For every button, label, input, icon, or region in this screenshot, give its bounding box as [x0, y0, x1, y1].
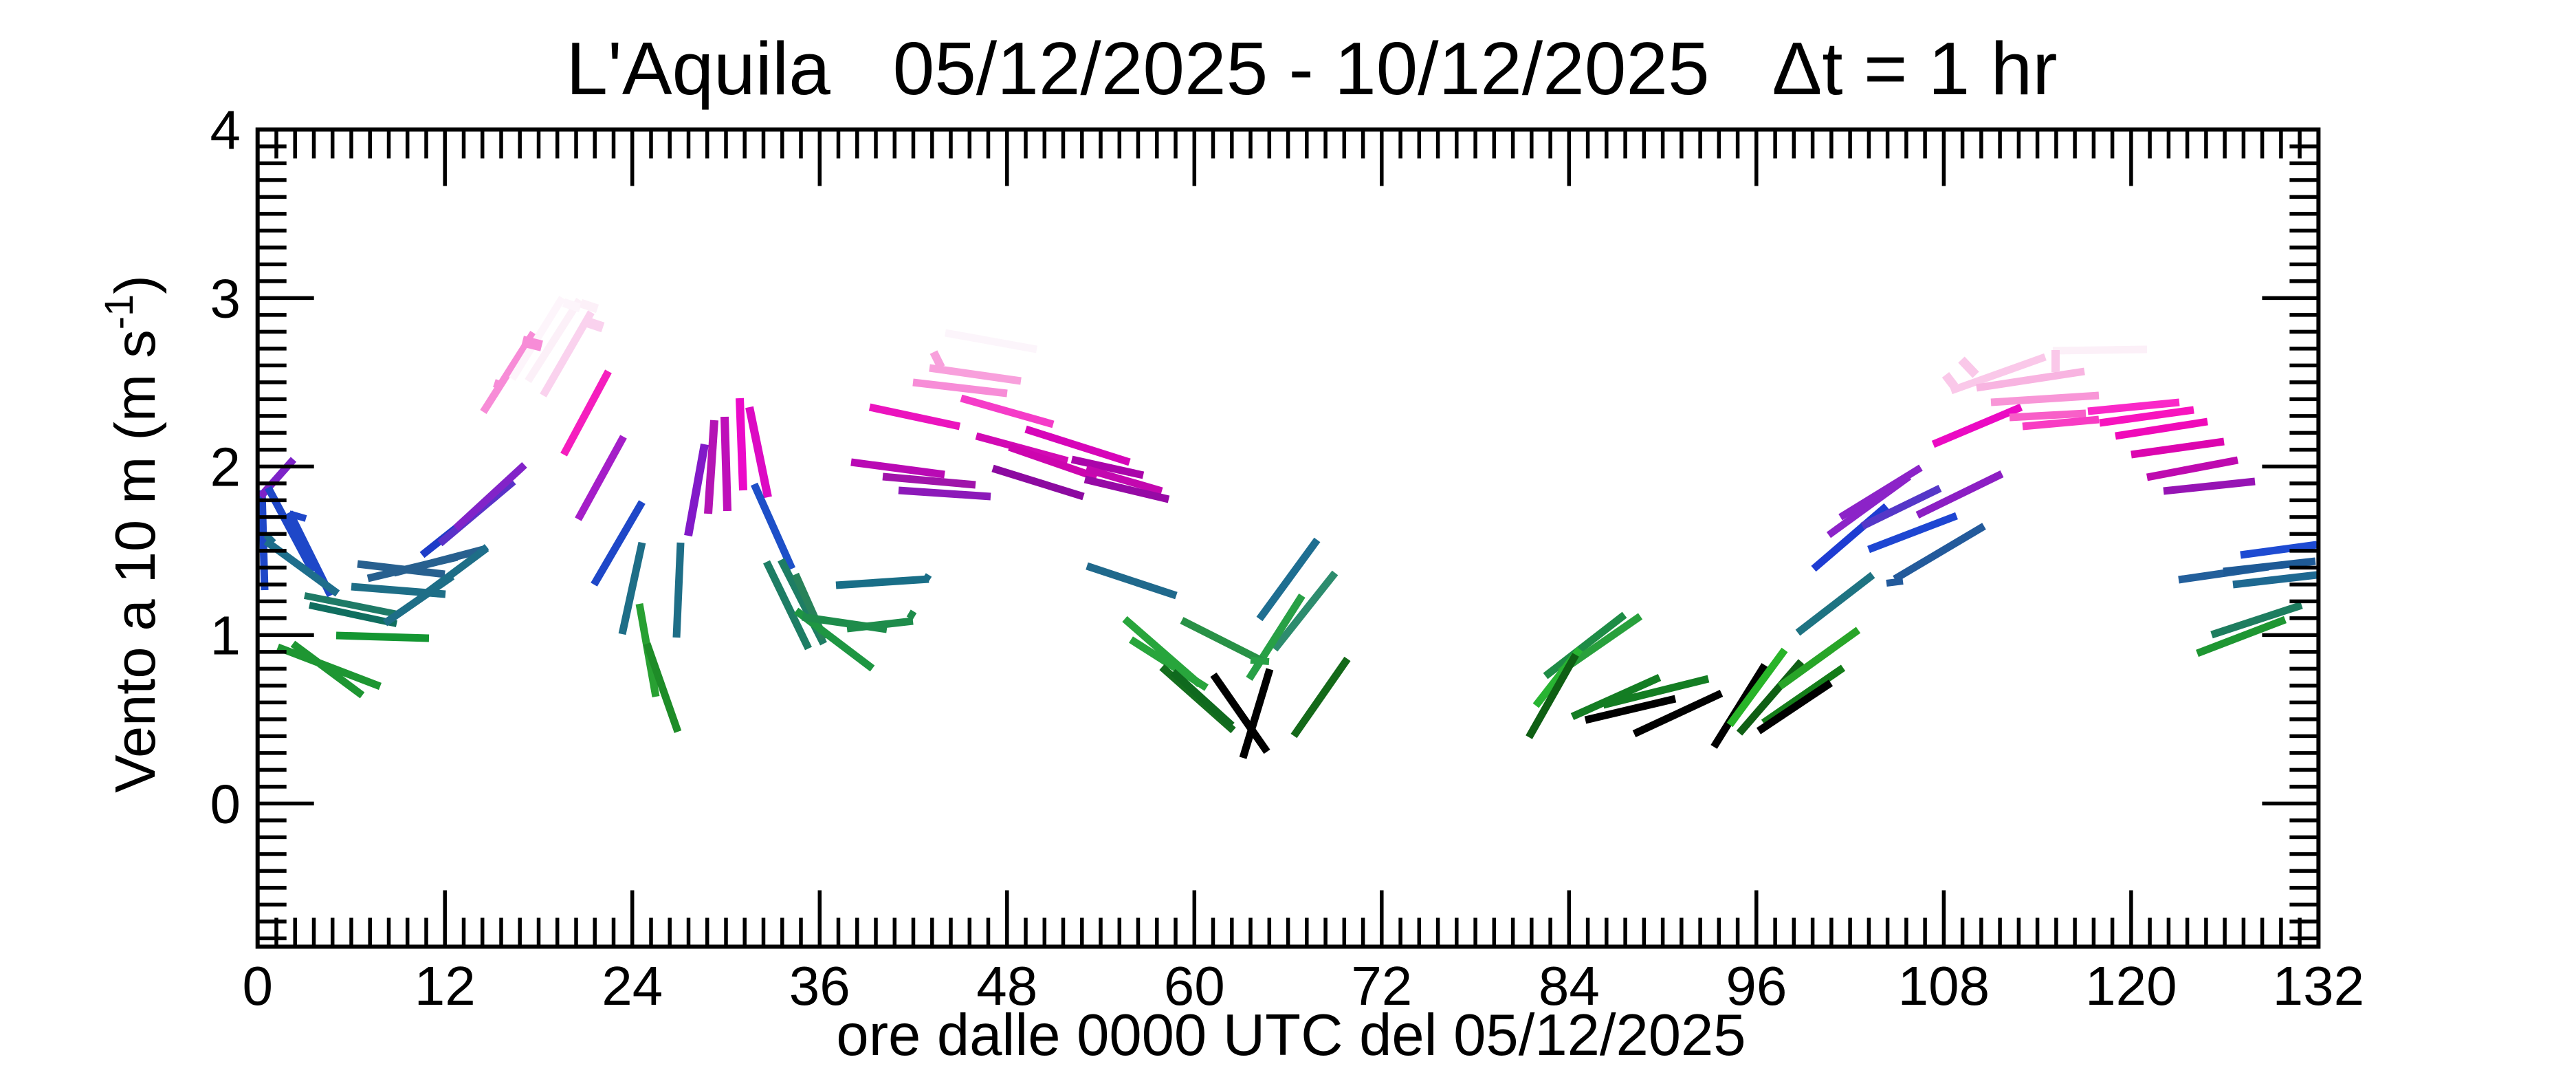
svg-text:48: 48 — [976, 955, 1037, 1016]
svg-text:84: 84 — [1539, 955, 1600, 1016]
svg-text:108: 108 — [1898, 955, 1990, 1016]
svg-text:Vento a 10 m (m s-1): Vento a 10 m (m s-1) — [97, 275, 167, 793]
svg-text:0: 0 — [210, 773, 241, 834]
svg-text:96: 96 — [1726, 955, 1787, 1016]
svg-text:12: 12 — [415, 955, 476, 1016]
svg-text:4: 4 — [210, 99, 241, 160]
svg-text:2: 2 — [210, 436, 241, 497]
svg-text:60: 60 — [1164, 955, 1225, 1016]
svg-text:36: 36 — [789, 955, 850, 1016]
svg-text:132: 132 — [2273, 955, 2364, 1016]
svg-text:L'Aquila 05/12/2025 - 10/12/: L'Aquila 05/12/2025 - 10/12/2025 Δt = 1 … — [566, 27, 2057, 111]
svg-text:24: 24 — [602, 955, 663, 1016]
svg-text:72: 72 — [1351, 955, 1412, 1016]
svg-text:1: 1 — [210, 605, 241, 666]
svg-text:ore dalle 0000 UTC del 05/12/2: ore dalle 0000 UTC del 05/12/2025 — [836, 1003, 1746, 1068]
svg-text:0: 0 — [242, 955, 273, 1016]
svg-text:120: 120 — [2085, 955, 2177, 1016]
svg-text:3: 3 — [210, 268, 241, 329]
